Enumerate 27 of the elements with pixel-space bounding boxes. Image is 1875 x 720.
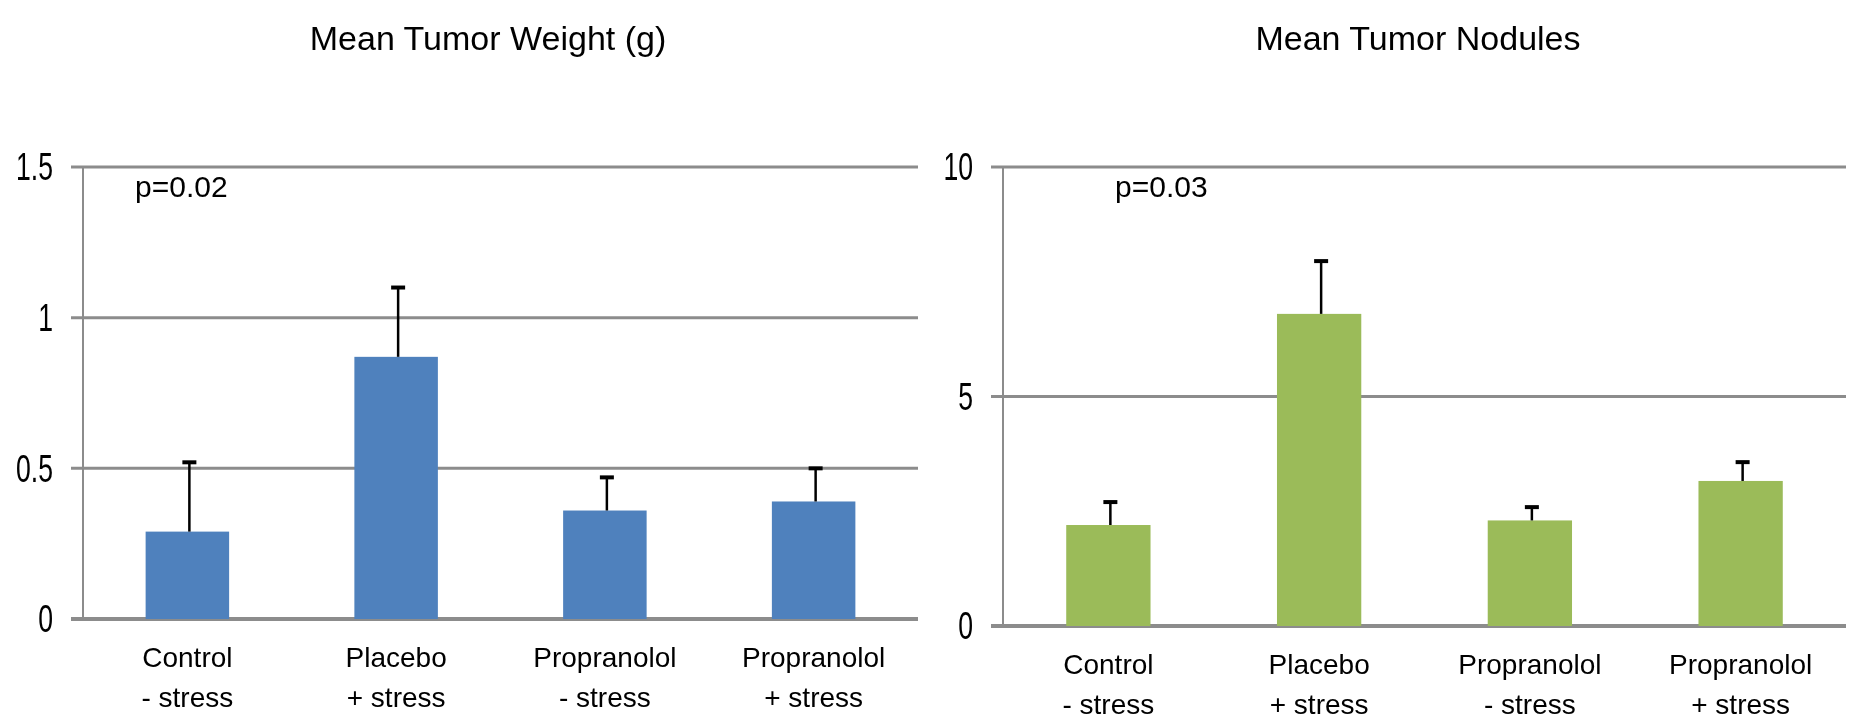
bar	[145, 531, 230, 619]
bar	[1698, 480, 1783, 626]
bar	[354, 356, 438, 619]
bar	[1066, 525, 1151, 626]
x-tick-label: Control - stress	[141, 642, 234, 713]
bar	[563, 510, 647, 619]
bar	[1276, 313, 1362, 626]
x-tick-label: Propranolol - stress	[533, 642, 677, 713]
annotation: p=0.02	[135, 170, 228, 203]
x-tick-label: Propranolol - stress	[1458, 649, 1602, 720]
chart-title: Mean Tumor Weight (g)	[309, 19, 667, 57]
annotation: p=0.03	[1115, 170, 1208, 203]
chart-title: Mean Tumor Nodules	[1255, 19, 1581, 57]
y-tick-label: 1	[38, 296, 53, 340]
y-tick-label: 5	[958, 375, 973, 418]
y-tick-label: 0.5	[16, 446, 53, 490]
x-tick-label: Placebo + stress	[1268, 649, 1370, 720]
y-tick-label: 10	[943, 145, 973, 189]
x-tick-label: Placebo + stress	[345, 642, 447, 713]
x-tick-label: Propranolol + stress	[1669, 649, 1813, 720]
y-tick-label: 0	[958, 604, 973, 648]
y-tick-label: 1.5	[16, 145, 53, 189]
y-tick-label: 0	[38, 597, 53, 641]
bar	[771, 501, 856, 619]
bar	[1487, 520, 1573, 626]
x-tick-label: Propranolol + stress	[742, 642, 886, 713]
x-tick-label: Control - stress	[1062, 649, 1155, 720]
